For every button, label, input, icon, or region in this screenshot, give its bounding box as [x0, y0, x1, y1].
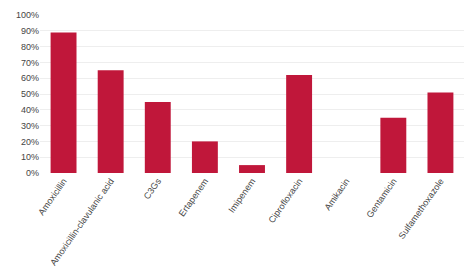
svg-text:Gentamicin: Gentamicin [364, 176, 398, 219]
svg-text:Amoxicillin: Amoxicillin [36, 176, 69, 217]
svg-text:70%: 70% [21, 58, 39, 68]
svg-text:80%: 80% [21, 42, 39, 52]
svg-text:10%: 10% [21, 152, 39, 162]
svg-text:60%: 60% [21, 73, 39, 83]
svg-text:Amikacin: Amikacin [322, 176, 351, 212]
svg-text:30%: 30% [21, 121, 39, 131]
svg-text:Imipenem: Imipenem [226, 176, 257, 214]
svg-text:20%: 20% [21, 137, 39, 147]
svg-text:Ertapenem: Ertapenem [177, 176, 210, 218]
svg-text:40%: 40% [21, 105, 39, 115]
svg-text:C3Gs: C3Gs [142, 176, 164, 201]
svg-text:50%: 50% [21, 89, 39, 99]
svg-text:Amoxicillin-clavulanic acid: Amoxicillin-clavulanic acid [48, 176, 116, 267]
svg-text:0%: 0% [26, 168, 39, 178]
svg-text:Sulfamethoxazole: Sulfamethoxazole [397, 176, 446, 240]
svg-text:Ciprofloxacin: Ciprofloxacin [266, 176, 304, 224]
svg-text:100%: 100% [16, 10, 39, 20]
svg-text:90%: 90% [21, 26, 39, 36]
